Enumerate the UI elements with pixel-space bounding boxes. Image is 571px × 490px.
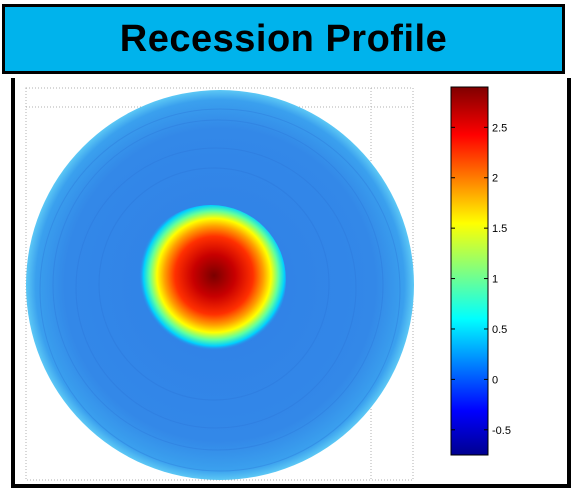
colorbar-tick-label: 2.5 xyxy=(492,122,507,134)
colorbar-tick-label: 2 xyxy=(492,173,498,185)
chart-title: Recession Profile xyxy=(119,17,448,60)
colorbar-tick-label: -0.5 xyxy=(492,425,511,437)
disk-rings xyxy=(39,108,401,472)
colorbar-tick-label: 1 xyxy=(492,274,498,286)
colorbar-tick-label: 0 xyxy=(492,374,498,386)
colorbar-tick-label: 0.5 xyxy=(492,324,507,336)
hot-spot xyxy=(136,205,286,355)
colorbar-tick-label: 1.5 xyxy=(492,223,507,235)
colorbar xyxy=(450,86,489,456)
figure-frame xyxy=(11,78,571,488)
colorbar-ticks: -0.5 0 0.5 1 1.5 2 2.5 xyxy=(451,122,511,437)
title-banner: Recession Profile xyxy=(2,4,565,74)
